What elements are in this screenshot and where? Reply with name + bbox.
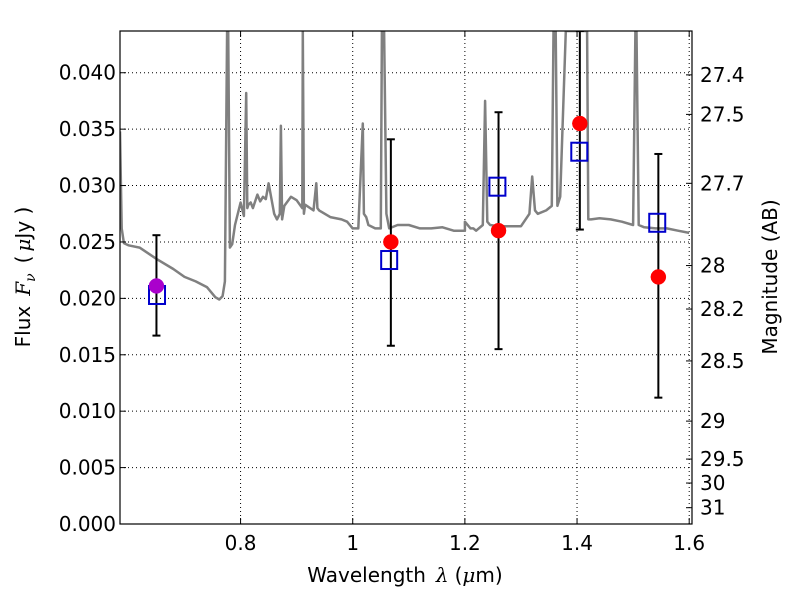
observed-point — [572, 115, 588, 132]
y2-axis-label-text: Magnitude (AB) — [758, 199, 782, 354]
y-axis-label-text: Flux — [11, 306, 35, 348]
y-axis-label: Flux Fν ( μJy ) — [11, 207, 39, 348]
y-axis-label-unit-mu: μ — [11, 239, 35, 252]
y-tick-label: 0.030 — [59, 174, 116, 198]
y2-tick-label: 30 — [700, 471, 725, 495]
y2-tick-label: 28.5 — [700, 349, 745, 373]
svg-text:FluxFν(μJy ): Flux Fν ( μJy ) — [11, 207, 39, 348]
x-tick-label: 1.6 — [673, 531, 705, 555]
y2-tick-label: 27.4 — [700, 63, 745, 87]
grid — [120, 31, 692, 525]
x-axis-label-symbol: λ — [435, 563, 449, 587]
y-axis-label-symbol-sub: ν — [23, 273, 39, 282]
y-tick-label: 0.015 — [59, 343, 116, 367]
model-flux-marker — [648, 212, 667, 233]
model-flux-marker — [380, 250, 399, 271]
y-tick-label: 0.035 — [59, 117, 116, 141]
x-tick-label: 0.8 — [225, 531, 257, 555]
y2-tick-label: 28.2 — [700, 297, 745, 321]
y2-tick-label: 28 — [700, 254, 725, 278]
x-tick-label: 1.2 — [449, 531, 481, 555]
x-axis-label-unit-rest: m) — [475, 563, 502, 587]
sed-model-line — [120, 31, 690, 301]
y2-tick-label: 31 — [700, 496, 725, 520]
x-tick-label: 1 — [346, 531, 359, 555]
y-tick-label: 0.040 — [59, 61, 116, 85]
observed-point — [490, 222, 507, 239]
observed-point — [383, 234, 399, 250]
x-axis-label-text: Wavelength — [307, 563, 426, 587]
y-axis-label-unit-open: ( — [11, 256, 35, 264]
plot-frame — [119, 30, 693, 525]
model-flux-marker — [488, 176, 507, 197]
y-axis-label-symbol: F — [11, 281, 35, 297]
model-flux-marker — [570, 141, 589, 162]
y-tick-label: 0.010 — [59, 399, 116, 423]
y-tick-label: 0.000 — [59, 512, 116, 536]
y-tick-label: 0.005 — [59, 456, 116, 480]
observed-point — [650, 269, 667, 285]
y-axis-label-unit-rest: Jy ) — [11, 207, 35, 241]
x-tick-label: 1.4 — [561, 531, 593, 555]
y-tick-label: 0.025 — [59, 230, 116, 254]
observed-point — [148, 278, 165, 294]
x-axis-label: Wavelength λ (μm) — [307, 563, 502, 587]
x-axis-label-unit-mu: μ — [462, 563, 475, 587]
y-tick-label: 0.020 — [59, 286, 116, 310]
y2-tick-label: 27.5 — [700, 102, 745, 126]
y2-tick-label: 27.7 — [700, 171, 745, 195]
y2-tick-label: 29.5 — [700, 447, 745, 471]
y2-tick-label: 29 — [700, 409, 725, 433]
y2-axis-label: Magnitude (AB) — [758, 199, 782, 354]
x-axis-label-unit-open: ( — [455, 563, 463, 587]
